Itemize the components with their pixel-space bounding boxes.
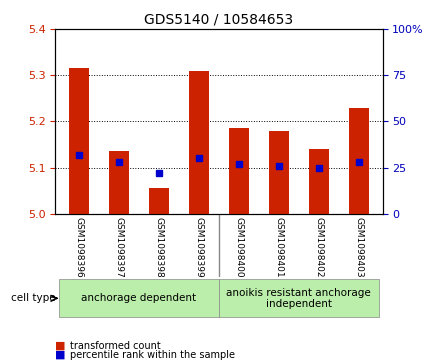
Bar — [109, 151, 129, 214]
Text: GSM1098401: GSM1098401 — [274, 217, 283, 278]
Bar — [69, 68, 89, 214]
Bar — [189, 71, 209, 214]
Text: transformed count: transformed count — [70, 340, 161, 351]
FancyBboxPatch shape — [59, 279, 219, 317]
Text: GSM1098400: GSM1098400 — [234, 217, 244, 278]
Bar — [348, 107, 368, 214]
Text: percentile rank within the sample: percentile rank within the sample — [70, 350, 235, 360]
Text: ■: ■ — [55, 340, 66, 351]
Text: GSM1098398: GSM1098398 — [155, 217, 164, 278]
Text: GSM1098403: GSM1098403 — [354, 217, 363, 278]
Text: GSM1098396: GSM1098396 — [75, 217, 84, 278]
Text: anoikis resistant anchorage
independent: anoikis resistant anchorage independent — [227, 287, 371, 309]
Text: ■: ■ — [55, 350, 66, 360]
Title: GDS5140 / 10584653: GDS5140 / 10584653 — [144, 12, 293, 26]
Bar — [229, 129, 249, 214]
Text: GSM1098402: GSM1098402 — [314, 217, 323, 277]
Text: anchorage dependent: anchorage dependent — [82, 293, 197, 303]
Bar — [149, 188, 169, 214]
Text: cell type: cell type — [11, 293, 56, 303]
Text: GSM1098399: GSM1098399 — [194, 217, 204, 278]
Text: GSM1098397: GSM1098397 — [115, 217, 124, 278]
FancyBboxPatch shape — [219, 279, 379, 317]
Bar — [269, 131, 289, 214]
Bar — [309, 149, 329, 214]
